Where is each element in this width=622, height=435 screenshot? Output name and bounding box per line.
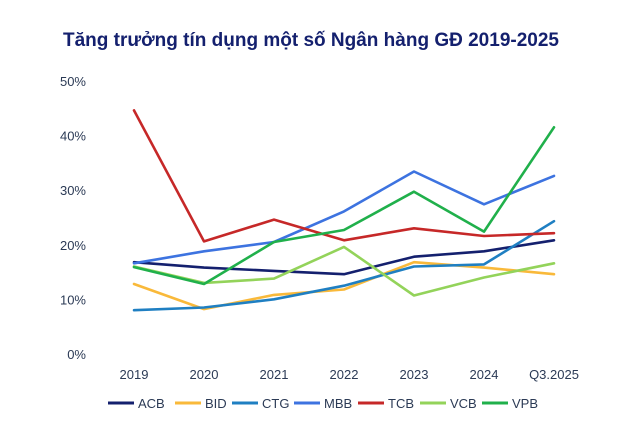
x-tick-label: 2019 (120, 367, 149, 382)
y-tick-label: 50% (60, 74, 86, 89)
legend-label-vcb: VCB (450, 396, 477, 411)
x-tick-label: 2023 (400, 367, 429, 382)
y-tick-label: 20% (60, 238, 86, 253)
x-tick-label: 2024 (470, 367, 499, 382)
series-line-tcb (132, 109, 556, 243)
y-tick-label: 10% (60, 292, 86, 307)
x-tick-label: 2020 (190, 367, 219, 382)
x-tick-label: 2022 (330, 367, 359, 382)
series-line-acb (132, 239, 556, 276)
legend-label-acb: ACB (138, 396, 165, 411)
legend-label-vpb: VPB (512, 396, 538, 411)
y-tick-label: 40% (60, 129, 86, 144)
series-line-ctg (132, 219, 556, 312)
legend-label-bid: BID (205, 396, 227, 411)
series-line-mbb (132, 170, 556, 265)
legend-label-tcb: TCB (388, 396, 414, 411)
legend-label-mbb: MBB (324, 396, 352, 411)
series-line-vpb (132, 126, 556, 286)
series-line-bid (132, 260, 556, 311)
y-tick-label: 0% (67, 347, 86, 362)
x-tick-label: Q3.2025 (529, 367, 579, 382)
x-tick-label: 2021 (260, 367, 289, 382)
y-tick-label: 30% (60, 183, 86, 198)
legend-label-ctg: CTG (262, 396, 289, 411)
chart-title: Tăng trưởng tín dụng một số Ngân hàng GĐ… (63, 30, 559, 51)
